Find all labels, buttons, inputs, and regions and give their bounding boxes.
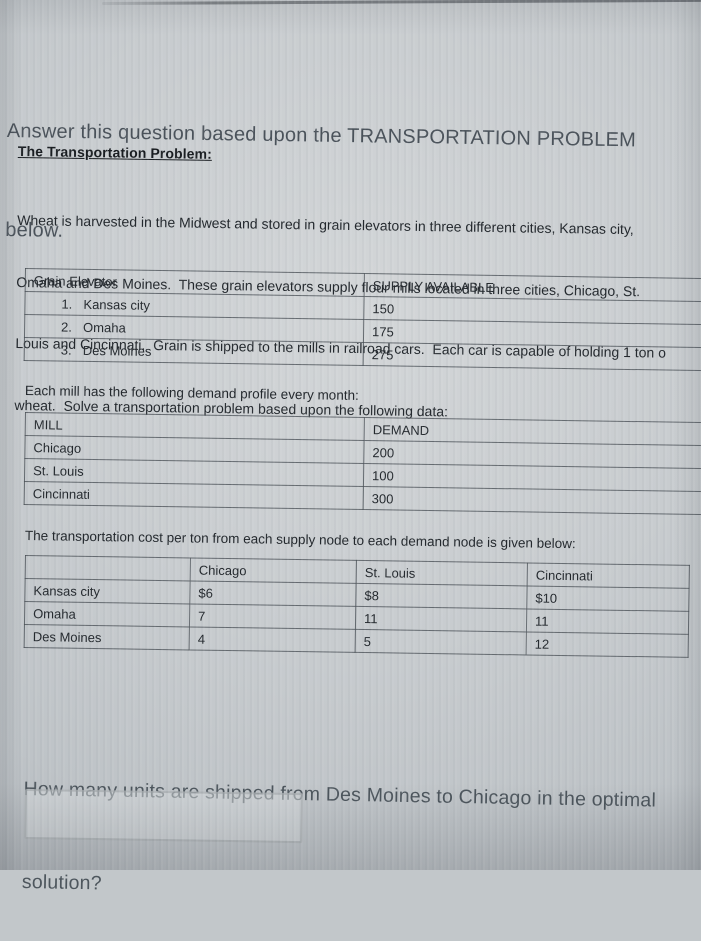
table-cell: 7 (189, 603, 356, 630)
table-cell: St. Louis (356, 560, 528, 586)
elevator-name: Kansas city (83, 296, 151, 313)
table-cell: Des Moines (24, 624, 190, 650)
table-cell: 11 (526, 608, 689, 635)
table-cell: 300 (363, 486, 701, 515)
row-number: 3. (60, 342, 72, 358)
table-cell: 12 (526, 631, 689, 658)
table-cell: $6 (189, 580, 357, 607)
paragraph-line: Wheat is harvested in the Midwest and st… (17, 211, 634, 238)
demand-table: MILL DEMAND Chicago 200 St. Louis 100 Ci… (24, 412, 701, 515)
table-cell: Cincinnati (527, 562, 690, 589)
table-cell: Kansas city (24, 578, 191, 604)
row-number: 2. (61, 319, 73, 335)
table-cell: Chicago (190, 557, 357, 584)
table-cell (25, 555, 191, 581)
elevator-name: Des Moines (82, 342, 152, 359)
question-line: solution? (21, 870, 102, 895)
table-cell: Omaha (24, 601, 190, 627)
supply-table: Grain Elevator SUPPLY AVAILABLE 1. Kansas… (24, 268, 701, 371)
table-cell: Cincinnati (24, 481, 364, 510)
table-cell: 11 (355, 606, 527, 632)
row-number: 1. (61, 296, 73, 312)
cost-table: Chicago St. Louis Cincinnati Kansas city… (24, 555, 690, 658)
table-cell: 3. Des Moines (24, 337, 364, 366)
document-title: The Transportation Problem: (17, 143, 213, 162)
table-cell: 275 (363, 342, 701, 371)
answer-input[interactable] (24, 789, 303, 844)
table-cell: 4 (189, 626, 356, 653)
elevator-name: Omaha (83, 319, 126, 336)
table-cell: $8 (355, 583, 528, 609)
photo-background (0, 0, 701, 870)
table-cell: 5 (355, 629, 527, 655)
table-cell: $10 (526, 585, 690, 612)
